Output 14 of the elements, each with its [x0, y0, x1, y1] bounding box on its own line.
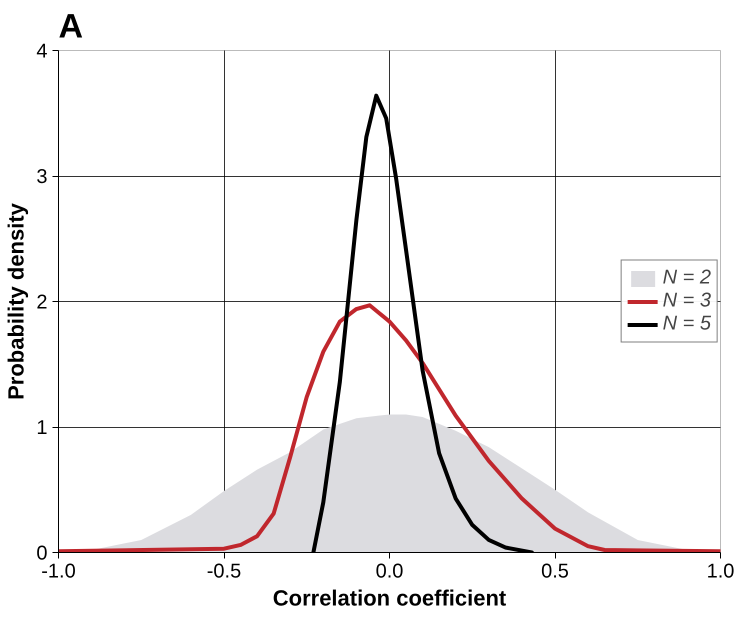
y-tick-label: 2 — [36, 292, 48, 314]
y-tick-label: 4 — [36, 40, 48, 62]
x-tick-label: 1.0 — [706, 560, 734, 582]
legend-label: N = 2 — [662, 266, 711, 290]
legend-label: N = 5 — [662, 312, 711, 336]
x-axis-title: Correlation coefficient — [272, 586, 507, 610]
y-axis-title: Probability density — [3, 202, 28, 400]
x-tick-label: -0.5 — [206, 560, 242, 582]
x-tick-label: 0.0 — [376, 560, 404, 582]
y-tick-label: 1 — [36, 417, 48, 439]
x-tick-label: 0.5 — [541, 560, 569, 582]
legend-label: N = 3 — [662, 290, 711, 312]
y-tick-label: 3 — [36, 166, 48, 188]
chart-title: A — [58, 8, 84, 46]
